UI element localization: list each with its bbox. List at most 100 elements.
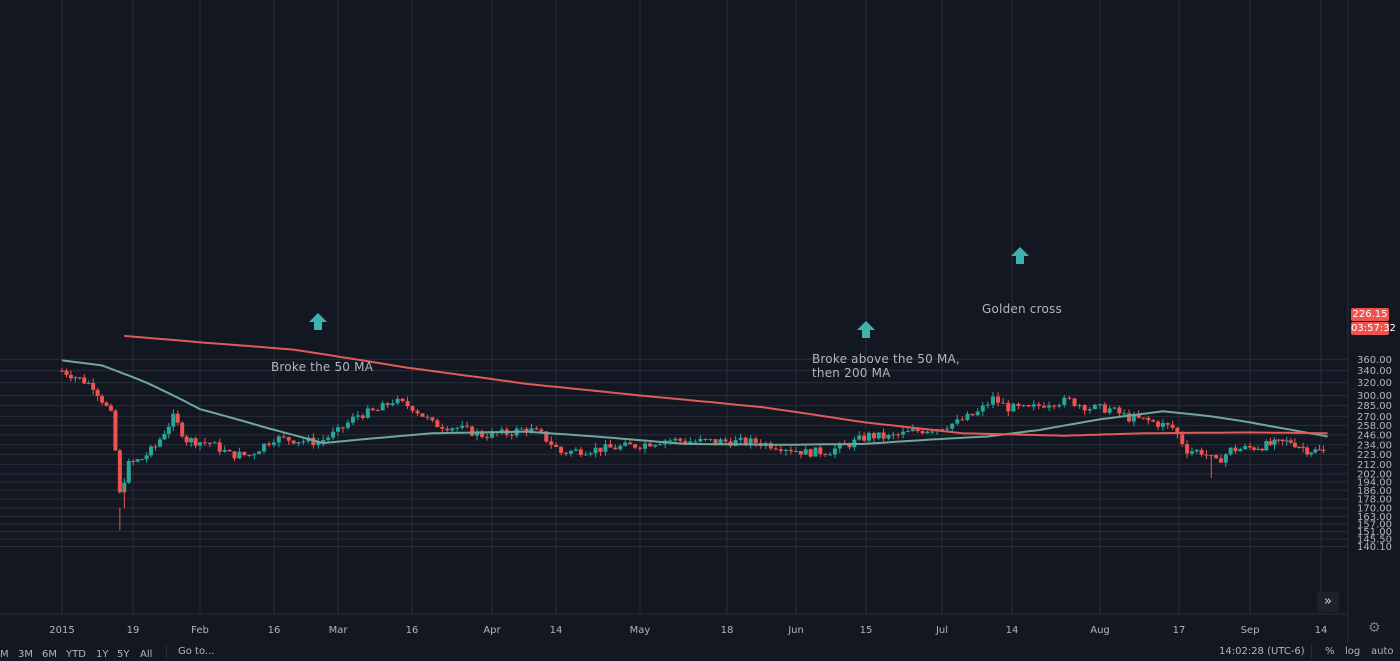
candle: [1185, 440, 1190, 459]
candle: [828, 452, 833, 456]
candle: [1292, 438, 1297, 449]
auto-toggle[interactable]: auto: [1371, 646, 1394, 657]
candle: [985, 401, 990, 409]
y-tick-label-234-00: 234.00: [1357, 440, 1392, 451]
candle: [1107, 405, 1112, 415]
double-chevron-right-icon: »: [1324, 594, 1332, 609]
candle: [653, 444, 658, 449]
range-button-3m[interactable]: 3M: [18, 649, 33, 660]
candle: [708, 438, 713, 442]
candle: [1268, 437, 1273, 447]
candle: [703, 438, 708, 442]
annotation-arrows: [309, 247, 1029, 338]
x-tick-label-19: 19: [127, 625, 140, 636]
candle: [480, 429, 485, 439]
candle: [140, 458, 145, 461]
candle: [153, 444, 158, 451]
candle: [1272, 437, 1277, 450]
x-tick-label-jun: Jun: [787, 625, 804, 636]
scroll-to-latest-button[interactable]: »: [1317, 592, 1339, 612]
x-tick-label-16: 16: [406, 625, 419, 636]
candle: [1016, 402, 1021, 410]
annotation-broke-50ma: Broke the 50 MA: [271, 360, 374, 374]
candle: [257, 450, 262, 455]
candle: [723, 437, 728, 445]
candle: [460, 421, 465, 430]
y-tick-label-223-00: 223.00: [1357, 450, 1392, 461]
candle: [77, 376, 82, 380]
last-price-label: 226.15: [1351, 308, 1389, 321]
candle: [180, 421, 185, 439]
candle: [475, 428, 480, 441]
candle: [608, 439, 613, 448]
candle: [990, 392, 995, 409]
candle: [1067, 395, 1072, 400]
range-button-all[interactable]: All: [140, 649, 153, 660]
range-buttons: M 3M 6M YTD 1Y 5Y All: [0, 646, 165, 660]
candle: [340, 426, 345, 433]
candle: [420, 413, 425, 418]
candle: [1252, 446, 1257, 452]
x-tick-label-14: 14: [550, 625, 563, 636]
candle: [108, 403, 113, 412]
candle: [1233, 444, 1238, 455]
candle: [465, 421, 470, 429]
candle: [867, 431, 871, 443]
candle: [965, 411, 970, 422]
candle: [583, 451, 588, 456]
time-axis[interactable]: 2015 19 Feb 16 Mar 16 Apr 14 May 18 Jun 15 Jul 14 Aug 1…: [49, 625, 1327, 636]
candle: [1041, 402, 1046, 409]
candle: [1031, 400, 1036, 411]
candle: [100, 394, 105, 406]
range-button-5y[interactable]: 5Y: [117, 649, 130, 660]
log-toggle[interactable]: log: [1345, 646, 1361, 657]
gear-icon[interactable]: ⚙: [1368, 620, 1381, 636]
candle: [207, 442, 212, 448]
range-button-ytd[interactable]: YTD: [66, 649, 86, 660]
candle: [385, 402, 390, 409]
candle: [901, 427, 906, 439]
candle: [1204, 449, 1209, 460]
range-button-1y[interactable]: 1Y: [96, 649, 109, 660]
candle: [345, 419, 350, 430]
ma200-line: [124, 334, 1328, 437]
candle: [95, 387, 100, 401]
candle: [301, 439, 306, 445]
x-tick-label-16: 16: [268, 625, 281, 636]
range-button-6m[interactable]: 6M: [42, 649, 57, 660]
x-tick-label-18: 18: [721, 625, 734, 636]
candle: [658, 442, 663, 446]
y-tick-label-170-00: 170.00: [1357, 504, 1392, 515]
range-button-m[interactable]: M: [0, 649, 9, 660]
candle: [455, 426, 460, 432]
y-tick-label-157-00: 157.00: [1357, 519, 1392, 530]
candle: [1228, 447, 1233, 456]
candle: [1297, 445, 1301, 449]
candle: [1102, 402, 1107, 414]
candle: [252, 452, 257, 460]
y-tick-label-246-00: 246.00: [1357, 430, 1392, 441]
candle: [171, 409, 176, 432]
candle: [149, 444, 154, 458]
go-to-button[interactable]: Go to...: [178, 646, 215, 657]
candle: [242, 451, 247, 457]
candle: [509, 432, 514, 440]
y-tick-label-140-10: 140.10: [1357, 542, 1392, 553]
up-arrow-icon: [309, 313, 327, 330]
candle: [996, 392, 1001, 407]
candle: [415, 408, 420, 416]
up-arrow-icon: [857, 321, 875, 338]
candle: [193, 436, 198, 449]
candle: [925, 430, 930, 434]
candle: [166, 422, 171, 439]
candle: [1264, 439, 1269, 452]
candle: [91, 378, 96, 395]
candle: [440, 423, 445, 434]
percent-toggle[interactable]: %: [1325, 646, 1335, 657]
candle: [1194, 448, 1199, 454]
candle: [876, 432, 881, 440]
clock-label: 14:02:28 (UTC-6): [1219, 646, 1305, 657]
candle: [1047, 401, 1052, 411]
